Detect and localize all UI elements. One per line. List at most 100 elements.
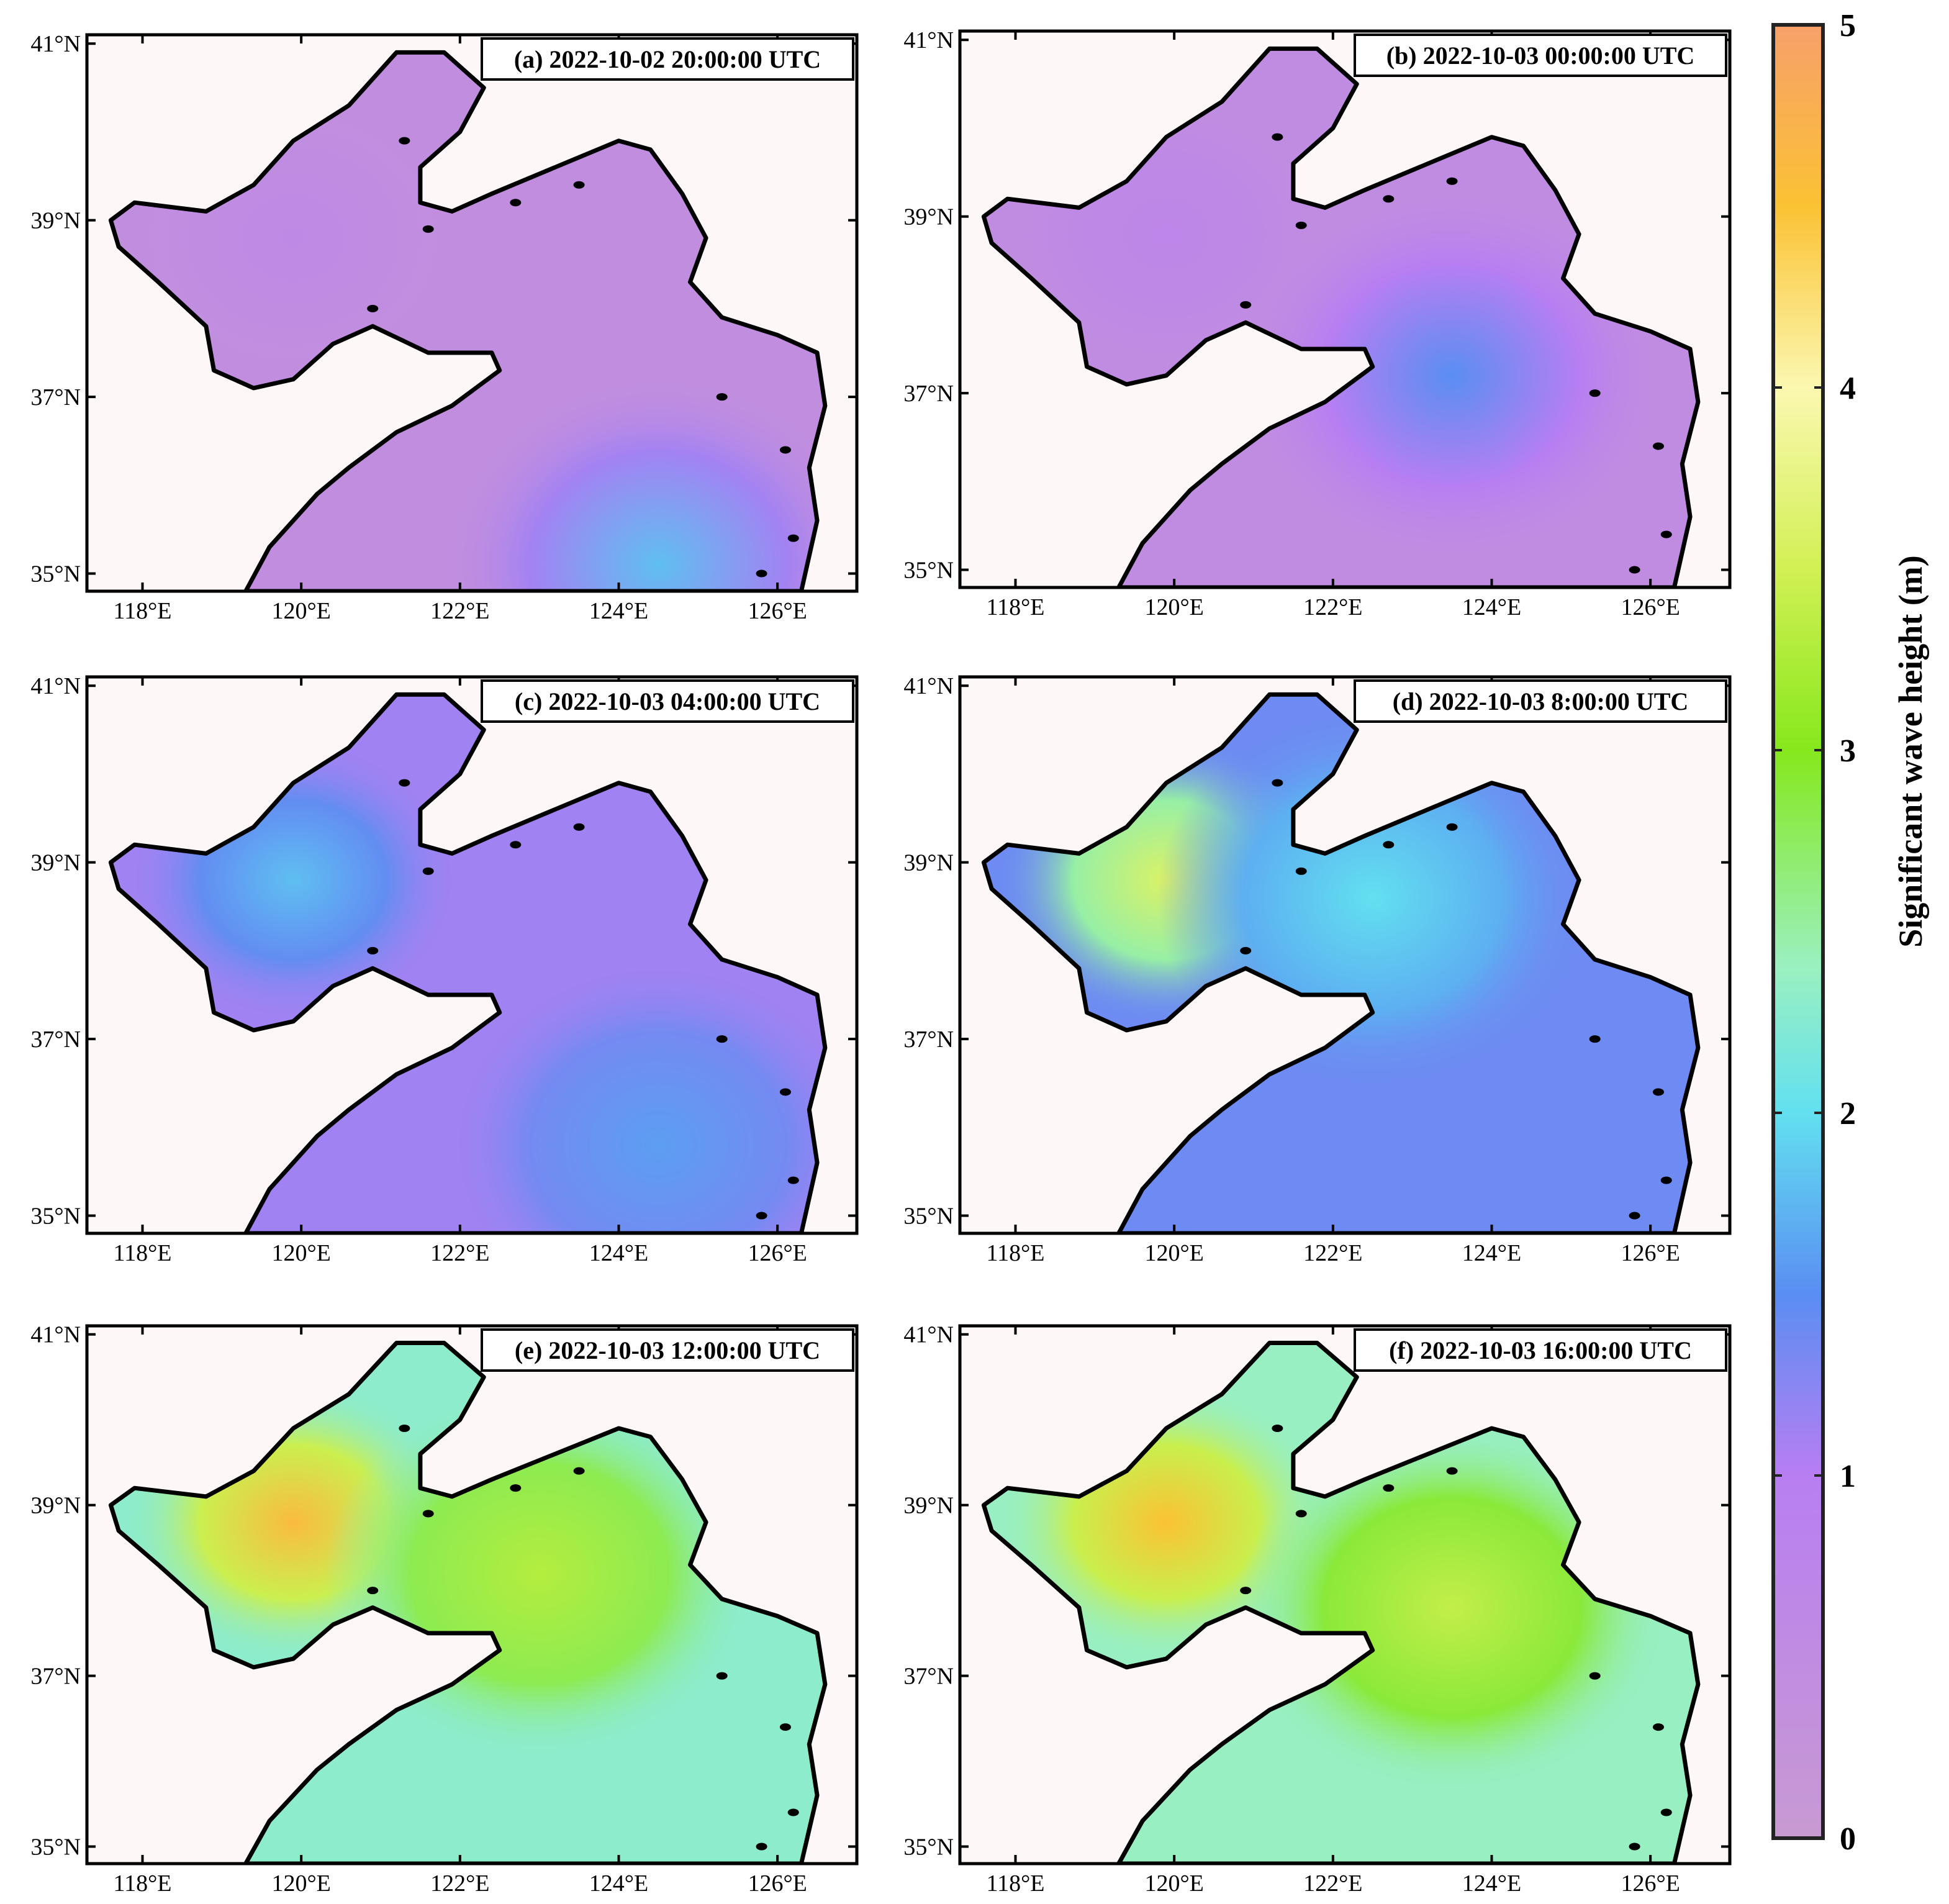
coastline <box>981 46 1701 587</box>
y-tick-label: 41°N <box>903 27 954 53</box>
island <box>1383 841 1395 849</box>
x-tick-label: 126°E <box>748 598 807 624</box>
island <box>1660 530 1672 538</box>
island <box>510 199 522 207</box>
y-tick-label: 35°N <box>903 1834 954 1861</box>
island <box>1272 133 1283 141</box>
island <box>422 225 434 233</box>
y-tick-label: 39°N <box>30 850 81 876</box>
panel-title-box <box>1354 679 1727 723</box>
x-tick-label: 122°E <box>1303 1870 1362 1897</box>
colorbar-tick-label: 5 <box>1840 8 1856 43</box>
y-tick-label: 37°N <box>30 1027 81 1053</box>
y-tick-label: 35°N <box>903 1204 954 1230</box>
y-tick-label: 37°N <box>30 1664 81 1690</box>
panel-title: (b) 2022-10-03 00:00:00 UTC <box>1386 42 1695 70</box>
panel-title-box <box>481 679 854 723</box>
x-tick-label: 124°E <box>589 598 648 624</box>
island <box>1383 1484 1395 1492</box>
y-tick-label: 37°N <box>903 1027 954 1053</box>
x-tick-label: 122°E <box>1303 594 1362 620</box>
colorbar-title: Significant wave height (m) <box>1892 555 1929 947</box>
y-tick-label: 41°N <box>30 31 81 57</box>
island <box>1295 1510 1307 1518</box>
island <box>716 393 728 401</box>
island <box>399 137 410 145</box>
island <box>399 779 410 787</box>
x-tick-label: 120°E <box>1144 594 1203 620</box>
yellow-sea-wave-maximum <box>443 956 825 1233</box>
island <box>1383 195 1395 203</box>
map-frame <box>958 675 1732 1235</box>
x-tick-label: 124°E <box>589 1240 648 1266</box>
panel-title-box <box>481 37 854 81</box>
yellow-sea-wave-maximum <box>443 375 825 591</box>
yellow-sea-wave-maximum <box>1236 186 1668 565</box>
panel-f: 118°E 120°E 122°E 124°E 126°E 41°N 39°N 37°N 35°… <box>903 1322 1732 1897</box>
x-tick-label: 124°E <box>589 1870 648 1897</box>
coastline <box>108 50 828 591</box>
map-frame <box>85 675 859 1235</box>
y-tick-label: 37°N <box>903 1664 954 1690</box>
panel-title: (c) 2022-10-03 04:00:00 UTC <box>515 687 820 715</box>
island <box>1652 442 1664 450</box>
y-tick-label: 35°N <box>30 561 81 587</box>
x-tick-label: 122°E <box>1303 1240 1362 1266</box>
island <box>1272 779 1283 787</box>
colorbar-ticks: 0 1 2 3 4 5 <box>1773 8 1856 1857</box>
island <box>1660 1176 1672 1184</box>
island <box>1446 823 1458 831</box>
panel-b: 118°E 120°E 122°E 124°E 126°E 41°N 39°N 37°N 35°… <box>903 27 1732 620</box>
island <box>422 1510 434 1518</box>
colorbar-tick-label: 2 <box>1840 1096 1856 1131</box>
island <box>573 823 585 831</box>
map-frame <box>85 33 859 593</box>
island <box>1629 1212 1640 1220</box>
island <box>1652 1723 1664 1731</box>
island <box>787 534 799 542</box>
x-tick-label: 120°E <box>1144 1870 1203 1897</box>
map-panels: 118°E 120°E 122°E 124°E 126°E 41°N 39°N 37°N 35°… <box>30 27 1732 1897</box>
panel-e: 118°E 120°E 122°E 124°E 126°E 41°N 39°N 37°N 35°… <box>30 1322 859 1897</box>
colorbar-gradient <box>1771 23 1825 1840</box>
island <box>1589 1672 1601 1680</box>
island <box>787 1808 799 1816</box>
x-tick-label: 122°E <box>430 1240 489 1266</box>
island <box>1240 946 1252 954</box>
x-tick-label: 118°E <box>986 1870 1044 1897</box>
panel-title: (f) 2022-10-03 16:00:00 UTC <box>1389 1336 1692 1364</box>
island <box>1446 1467 1458 1475</box>
y-tick-label: 41°N <box>903 1322 954 1348</box>
y-tick-label: 39°N <box>903 204 954 230</box>
x-tick-label: 122°E <box>430 1870 489 1897</box>
y-tick-label: 37°N <box>30 384 81 410</box>
island <box>573 181 585 189</box>
coastline <box>981 1341 1701 1864</box>
x-tick-label: 126°E <box>1621 1870 1680 1897</box>
island <box>1589 1035 1601 1043</box>
x-tick-label: 124°E <box>1462 594 1521 620</box>
island <box>779 1723 791 1731</box>
island <box>779 446 791 454</box>
y-tick-label: 39°N <box>30 1493 81 1519</box>
x-tick-label: 124°E <box>1462 1240 1521 1266</box>
panel-a: 118°E 120°E 122°E 124°E 126°E 41°N 39°N 37°N 35°… <box>30 31 859 624</box>
colorbar-tick-label: 4 <box>1840 371 1856 406</box>
island <box>787 1176 799 1184</box>
colorbar-tick-label: 0 <box>1840 1821 1856 1857</box>
x-tick-label: 118°E <box>986 1240 1044 1266</box>
coastline <box>981 692 1701 1233</box>
y-tick-label: 41°N <box>903 673 954 699</box>
panel-title: (a) 2022-10-02 20:00:00 UTC <box>514 45 821 73</box>
yellow-sea-wave-maximum <box>1236 1425 1668 1791</box>
coastline <box>108 692 828 1233</box>
panel-c: 118°E 120°E 122°E 124°E 126°E 41°N 39°N 37°N 35°… <box>30 673 859 1266</box>
x-tick-label: 126°E <box>1621 594 1680 620</box>
x-tick-label: 120°E <box>271 1240 330 1266</box>
panel-title: (d) 2022-10-03 8:00:00 UTC <box>1393 687 1689 715</box>
map-frame <box>958 1324 1732 1865</box>
x-tick-label: 126°E <box>748 1240 807 1266</box>
island <box>1295 221 1307 229</box>
island <box>1629 566 1640 574</box>
